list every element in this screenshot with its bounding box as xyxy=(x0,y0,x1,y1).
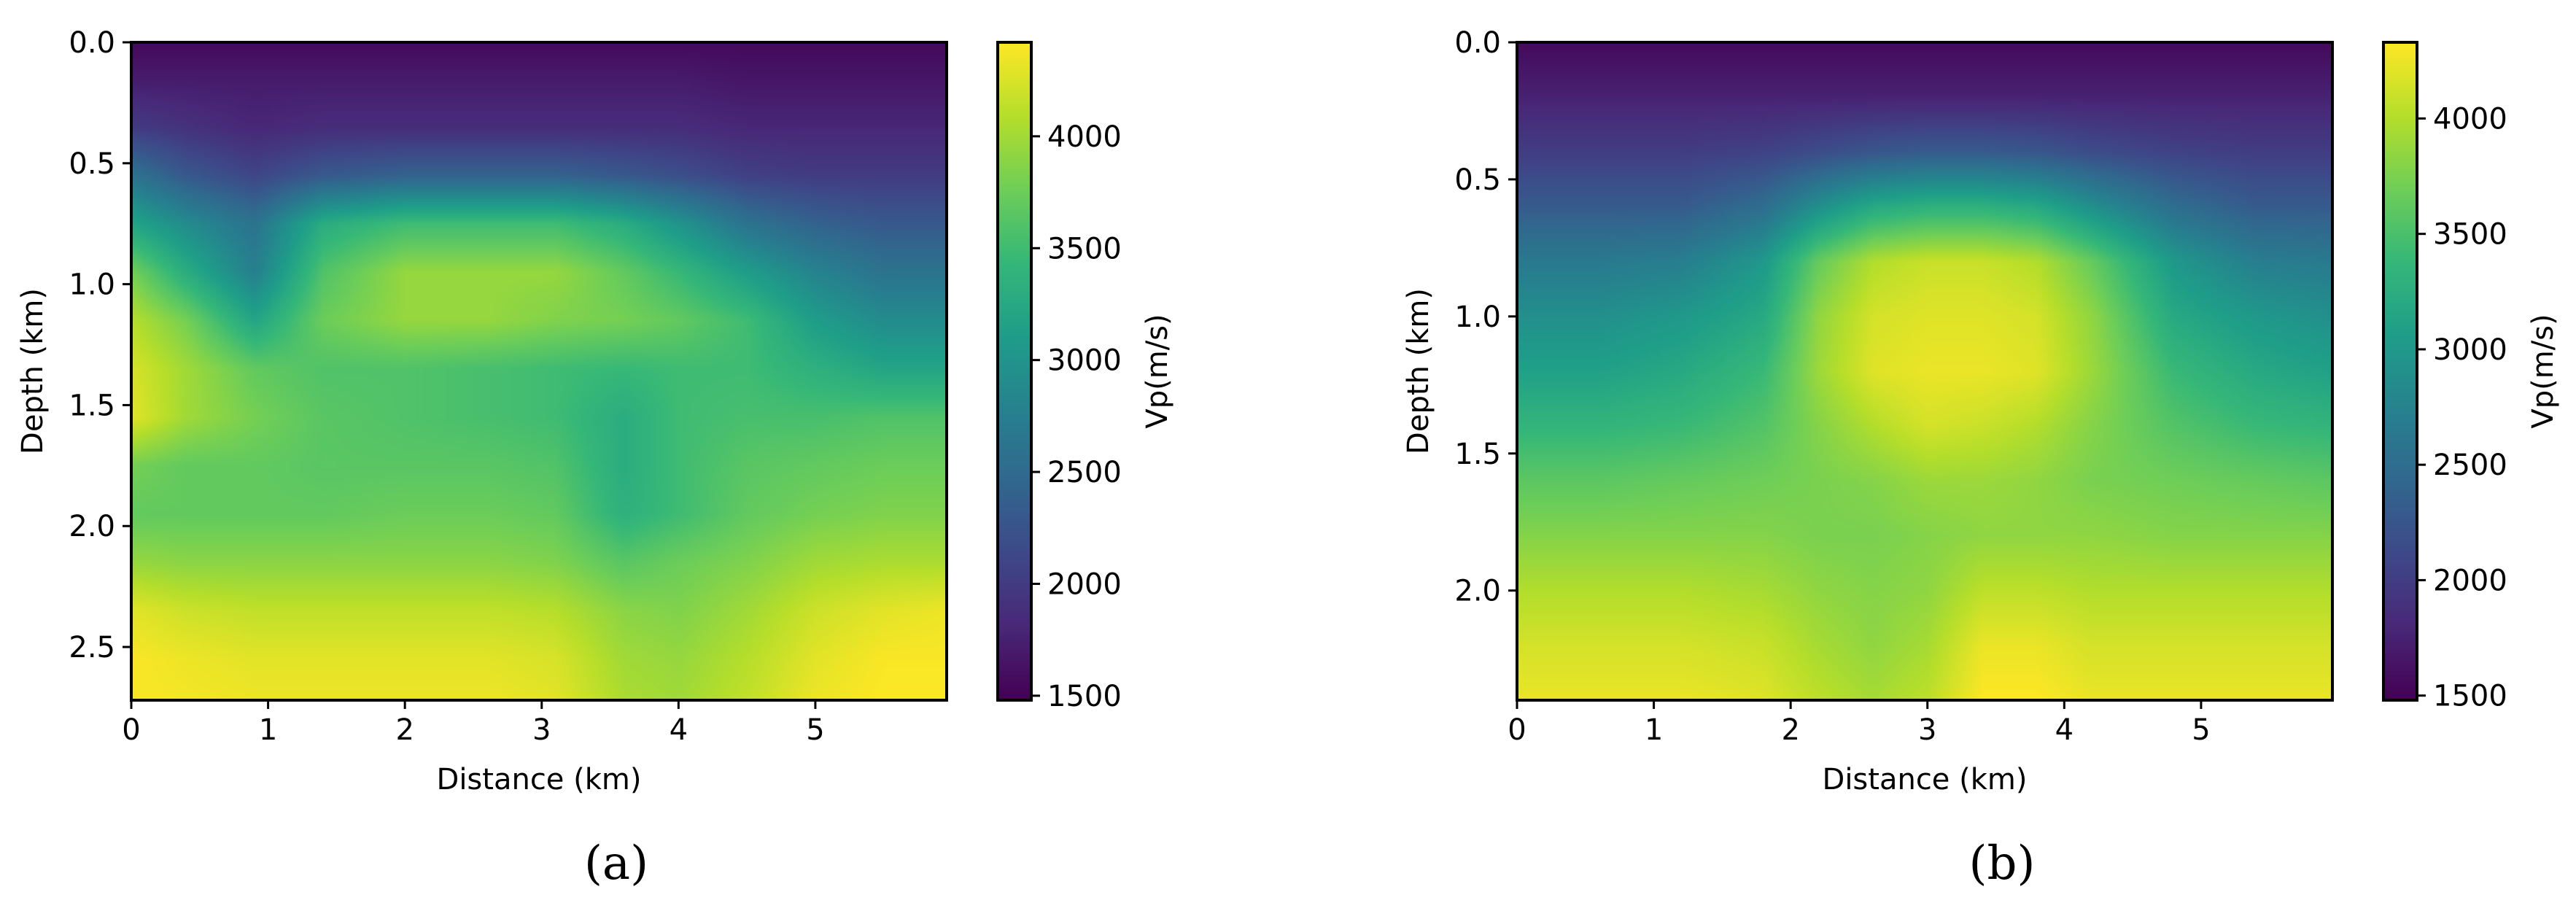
x-tick-label: 5 xyxy=(806,713,824,747)
y-tick-label: 1.0 xyxy=(1454,300,1501,334)
y-tick-label: 2.5 xyxy=(69,631,115,664)
colorbar-tick-label: 3500 xyxy=(1047,232,1122,265)
colorbar-gradient-a xyxy=(998,42,1031,700)
colorbar-frame-b xyxy=(2382,41,2418,702)
y-tick-label: 1.5 xyxy=(1454,438,1501,471)
x-tick-label: 0 xyxy=(122,713,140,747)
x-tick-label: 2 xyxy=(1781,713,1799,747)
colorbar-ticks-a: 1500 2000 2500 3000 3500 4000 xyxy=(1031,120,1122,713)
y-axis-label-a: Depth (km) xyxy=(16,288,50,454)
x-tick-label: 4 xyxy=(2055,713,2073,747)
colorbar-tick-label: 4000 xyxy=(1047,120,1122,154)
x-tick-label: 3 xyxy=(532,713,551,747)
y-ticks-a: 0.0 0.5 1.0 1.5 2.0 2.5 xyxy=(69,26,131,664)
y-ticks-b: 0.0 0.5 1.0 1.5 2.0 xyxy=(1454,26,1517,608)
colorbar-tick-label: 3000 xyxy=(1047,344,1122,378)
velocity-heatmap-a xyxy=(131,42,947,700)
colorbar-frame-a xyxy=(996,41,1033,702)
x-tick-label: 0 xyxy=(1508,713,1526,747)
y-tick-label: 1.5 xyxy=(69,389,115,422)
x-tick-label: 2 xyxy=(395,713,414,747)
colorbar-ticks-b: 1500 2000 2500 3000 3500 4000 xyxy=(2417,102,2507,713)
y-tick-label: 0.0 xyxy=(1454,26,1501,60)
colorbar-tick-label: 2000 xyxy=(2433,564,2507,597)
y-tick-label: 2.0 xyxy=(1454,575,1501,608)
panel-label-b: (b) xyxy=(1969,837,2036,891)
y-tick-label: 1.0 xyxy=(69,268,115,302)
plot-frame-b xyxy=(1516,41,2334,702)
x-ticks-a: 0 1 2 3 4 5 xyxy=(122,700,825,747)
x-ticks-b: 0 1 2 3 4 5 xyxy=(1508,700,2211,747)
panel-b: 0 1 2 3 4 5 0.0 0.5 1.0 1.5 2.0 Distance (km) Dep… xyxy=(1402,26,2560,891)
colorbar-tick-label: 4000 xyxy=(2433,102,2507,136)
x-axis-label-a: Distance (km) xyxy=(437,763,642,796)
panel-label-a: (a) xyxy=(584,837,648,891)
colorbar-tick-label: 1500 xyxy=(2433,680,2507,713)
colorbar-tick-label: 3000 xyxy=(2433,333,2507,367)
colorbar-tick-label: 1500 xyxy=(1047,680,1122,713)
colorbar-tick-label: 3500 xyxy=(2433,218,2507,252)
colorbar-tick-label: 2000 xyxy=(1047,567,1122,601)
colorbar-tick-label: 2500 xyxy=(1047,456,1122,489)
plot-frame-a xyxy=(130,41,948,702)
velocity-heatmap-b xyxy=(1517,42,2332,700)
y-tick-label: 0.5 xyxy=(69,147,115,181)
x-tick-label: 1 xyxy=(1645,713,1663,747)
colorbar-tick-label: 2500 xyxy=(2433,449,2507,482)
colorbar-gradient-b xyxy=(2383,42,2417,700)
x-tick-label: 3 xyxy=(1918,713,1936,747)
y-tick-label: 0.0 xyxy=(69,26,115,60)
y-tick-label: 2.0 xyxy=(69,510,115,543)
colorbar-label-b: Vp(m/s) xyxy=(2526,314,2560,428)
y-axis-label-b: Depth (km) xyxy=(1402,288,1435,454)
colorbar-label-a: Vp(m/s) xyxy=(1141,314,1174,428)
y-tick-label: 0.5 xyxy=(1454,163,1501,197)
x-axis-label-b: Distance (km) xyxy=(1823,763,2028,796)
x-tick-label: 1 xyxy=(259,713,277,747)
x-tick-label: 4 xyxy=(670,713,688,747)
x-tick-label: 5 xyxy=(2192,713,2210,747)
